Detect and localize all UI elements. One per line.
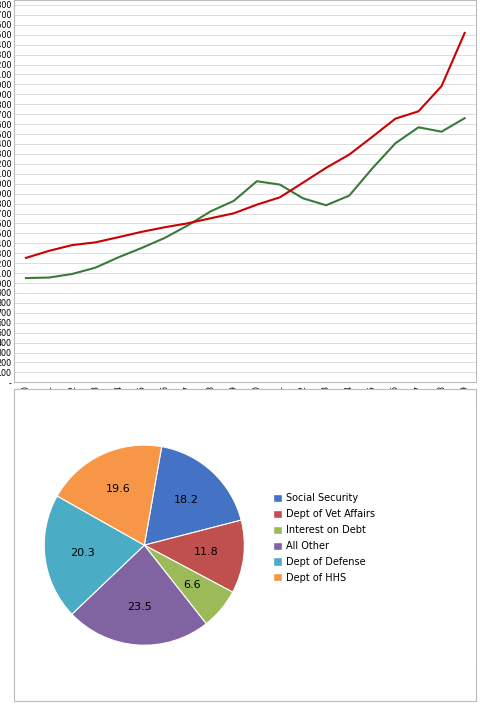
Outlays xyxy=(92,238,98,246)
Receipts xyxy=(276,181,282,189)
Wedge shape xyxy=(144,520,244,592)
Receipts xyxy=(323,201,328,210)
Wedge shape xyxy=(44,496,144,615)
Outlays xyxy=(253,200,259,209)
Receipts xyxy=(369,164,374,173)
Receipts xyxy=(300,194,305,202)
Receipts xyxy=(184,222,190,230)
Outlays xyxy=(23,253,29,262)
Legend: Social Security, Dept of Vet Affairs, Interest on Debt, All Other, Dept of Defen: Social Security, Dept of Vet Affairs, In… xyxy=(268,490,379,586)
Outlays xyxy=(461,29,467,38)
Receipts xyxy=(161,234,167,242)
Receipts xyxy=(461,114,467,122)
Outlays xyxy=(438,82,444,91)
Line: Outlays: Outlays xyxy=(26,33,464,258)
Receipts xyxy=(392,139,397,147)
Receipts xyxy=(115,253,121,262)
Outlays xyxy=(207,214,213,222)
Receipts xyxy=(207,207,213,215)
Text: 11.8: 11.8 xyxy=(193,547,218,557)
Outlays xyxy=(69,241,75,249)
Outlays xyxy=(369,132,374,141)
Outlays xyxy=(392,115,397,123)
Wedge shape xyxy=(144,447,240,545)
Outlays xyxy=(46,246,52,255)
Line: Receipts: Receipts xyxy=(26,118,464,278)
Outlays xyxy=(138,228,144,236)
Receipts xyxy=(46,273,52,282)
Text: 19.6: 19.6 xyxy=(105,484,130,494)
Outlays xyxy=(415,107,420,115)
Outlays xyxy=(230,209,236,217)
Receipts xyxy=(230,197,236,205)
Receipts xyxy=(92,263,98,272)
Outlays xyxy=(346,150,351,159)
Wedge shape xyxy=(144,545,232,624)
Receipts xyxy=(346,191,351,200)
Text: 23.5: 23.5 xyxy=(127,602,152,612)
Outlays xyxy=(184,219,190,227)
Receipts xyxy=(23,274,29,282)
Receipts xyxy=(415,123,420,132)
Outlays xyxy=(161,223,167,232)
Receipts xyxy=(438,127,444,136)
Receipts xyxy=(253,177,259,185)
Outlays xyxy=(300,178,305,187)
Text: 18.2: 18.2 xyxy=(174,495,198,505)
Outlays xyxy=(323,164,328,172)
Wedge shape xyxy=(72,545,206,645)
Text: 20.3: 20.3 xyxy=(70,548,95,558)
Text: 6.6: 6.6 xyxy=(183,580,200,590)
Receipts xyxy=(69,270,75,278)
Legend: Receipts, Outlays: Receipts, Outlays xyxy=(132,443,284,461)
Outlays xyxy=(276,193,282,202)
Outlays xyxy=(115,233,121,241)
Wedge shape xyxy=(57,445,161,545)
Receipts xyxy=(138,244,144,252)
